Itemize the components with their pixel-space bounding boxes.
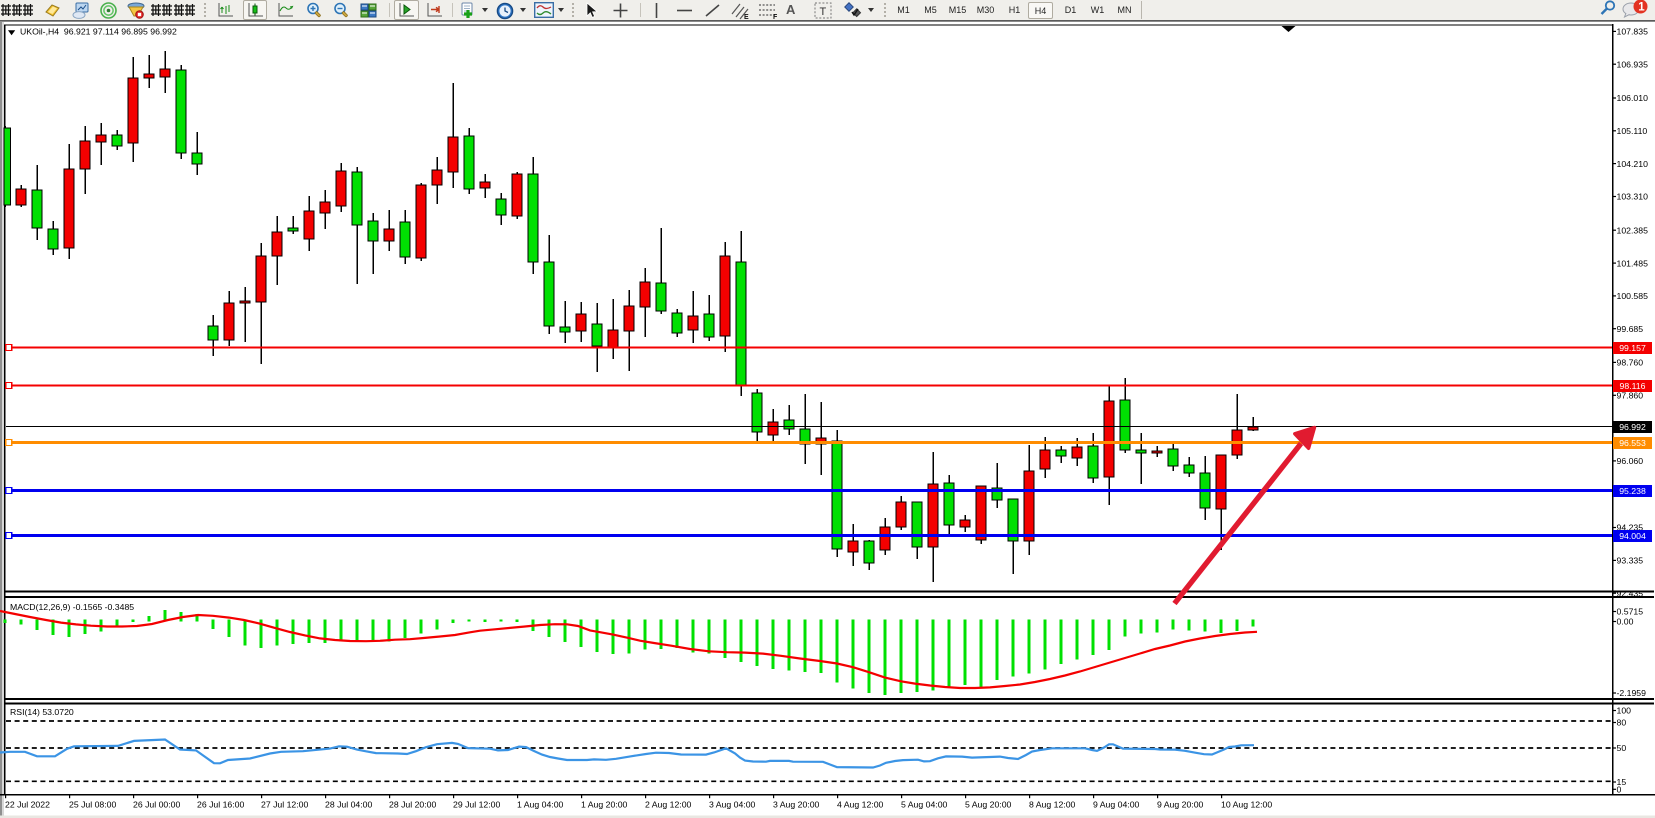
svg-text:105.110: 105.110 bbox=[1617, 126, 1648, 136]
svg-text:93.335: 93.335 bbox=[1617, 556, 1644, 566]
svg-text:0: 0 bbox=[1617, 785, 1622, 795]
svg-text:99.685: 99.685 bbox=[1617, 324, 1644, 334]
svg-text:100: 100 bbox=[1617, 706, 1632, 716]
svg-text:T: T bbox=[820, 6, 827, 18]
svg-text:29 Jul 12:00: 29 Jul 12:00 bbox=[453, 800, 501, 810]
svg-text:2 Aug 12:00: 2 Aug 12:00 bbox=[645, 800, 692, 810]
svg-text:F: F bbox=[773, 14, 778, 20]
svg-text:0.5715: 0.5715 bbox=[1617, 607, 1644, 617]
svg-text:4 Aug 12:00: 4 Aug 12:00 bbox=[837, 800, 884, 810]
svg-text:96.992: 96.992 bbox=[1619, 422, 1646, 432]
svg-text:1 Aug 04:00: 1 Aug 04:00 bbox=[517, 800, 564, 810]
svg-text:96.553: 96.553 bbox=[1619, 438, 1646, 448]
svg-text:27 Jul 12:00: 27 Jul 12:00 bbox=[261, 800, 309, 810]
svg-text:107.835: 107.835 bbox=[1617, 27, 1649, 37]
svg-text:25 Jul 08:00: 25 Jul 08:00 bbox=[69, 800, 117, 810]
svg-text:15: 15 bbox=[1617, 777, 1627, 787]
svg-text:RSI(14) 53.0720: RSI(14) 53.0720 bbox=[10, 707, 74, 717]
svg-text:5 Aug 20:00: 5 Aug 20:00 bbox=[965, 800, 1012, 810]
svg-text:99.157: 99.157 bbox=[1619, 343, 1646, 353]
svg-text:28 Jul 20:00: 28 Jul 20:00 bbox=[389, 800, 437, 810]
svg-text:102.385: 102.385 bbox=[1617, 225, 1649, 235]
svg-text:26 Jul 00:00: 26 Jul 00:00 bbox=[133, 800, 181, 810]
svg-text:0.00: 0.00 bbox=[1617, 617, 1634, 627]
svg-text:22 Jul 2022: 22 Jul 2022 bbox=[5, 800, 50, 810]
svg-text:3 Aug 20:00: 3 Aug 20:00 bbox=[773, 800, 820, 810]
svg-text:9 Aug 20:00: 9 Aug 20:00 bbox=[1157, 800, 1204, 810]
svg-text:E: E bbox=[744, 14, 749, 20]
svg-text:98.116: 98.116 bbox=[1620, 381, 1646, 391]
svg-text:106.935: 106.935 bbox=[1617, 59, 1649, 69]
svg-text:100.585: 100.585 bbox=[1617, 291, 1649, 301]
svg-text:8 Aug 12:00: 8 Aug 12:00 bbox=[1029, 800, 1076, 810]
svg-text:5 Aug 04:00: 5 Aug 04:00 bbox=[901, 800, 948, 810]
svg-text:MACD(12,26,9) -0.1565 -0.3485: MACD(12,26,9) -0.1565 -0.3485 bbox=[10, 602, 134, 612]
svg-text:101.485: 101.485 bbox=[1617, 258, 1649, 268]
svg-text:1: 1 bbox=[1638, 2, 1645, 14]
svg-text:96.060: 96.060 bbox=[1617, 456, 1644, 466]
svg-text:92.435: 92.435 bbox=[1617, 588, 1644, 598]
svg-text:103.310: 103.310 bbox=[1617, 192, 1649, 202]
svg-text:28 Jul 04:00: 28 Jul 04:00 bbox=[325, 800, 373, 810]
svg-text:104.210: 104.210 bbox=[1617, 159, 1649, 169]
svg-text:10 Aug 12:00: 10 Aug 12:00 bbox=[1221, 800, 1272, 810]
svg-text:3 Aug 04:00: 3 Aug 04:00 bbox=[709, 800, 756, 810]
svg-text:50: 50 bbox=[1617, 743, 1627, 753]
svg-text:80: 80 bbox=[1617, 718, 1627, 728]
svg-text:1 Aug 20:00: 1 Aug 20:00 bbox=[581, 800, 628, 810]
svg-text:95.238: 95.238 bbox=[1619, 486, 1646, 496]
svg-text:94.235: 94.235 bbox=[1617, 523, 1644, 533]
svg-text:98.760: 98.760 bbox=[1617, 358, 1644, 368]
svg-text:UKOil-,H4 96.921 97.114 96.89: UKOil-,H4 96.921 97.114 96.895 96.992 bbox=[20, 27, 177, 37]
svg-text:97.860: 97.860 bbox=[1617, 391, 1644, 401]
svg-text:-2.1959: -2.1959 bbox=[1617, 688, 1647, 698]
svg-text:106.010: 106.010 bbox=[1617, 93, 1649, 103]
svg-text:26 Jul 16:00: 26 Jul 16:00 bbox=[197, 800, 245, 810]
svg-text:9 Aug 04:00: 9 Aug 04:00 bbox=[1093, 800, 1140, 810]
svg-text:94.004: 94.004 bbox=[1619, 531, 1646, 541]
